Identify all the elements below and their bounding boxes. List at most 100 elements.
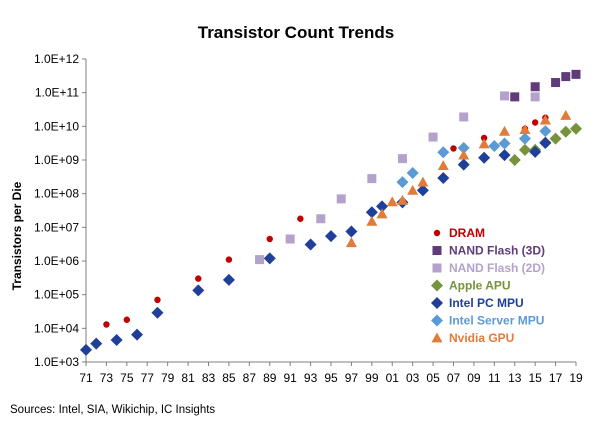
x-tick-label: 01 — [386, 371, 400, 385]
series-nand-flash-2d — [255, 91, 540, 265]
y-tick-label: 1.0E+11 — [35, 86, 79, 100]
x-tick-label: 95 — [324, 371, 338, 385]
series-nand-flash-3d — [510, 69, 581, 102]
legend-label: Intel PC MPU — [449, 296, 524, 310]
data-point — [539, 125, 552, 138]
y-tick-label: 1.0E+07 — [34, 220, 79, 234]
series-intel-pc-mpu — [80, 136, 552, 356]
data-point — [345, 237, 357, 248]
legend-marker — [431, 297, 443, 309]
series-nvidia-gpu — [345, 109, 572, 248]
data-point — [488, 140, 501, 153]
y-tick-label: 1.0E+12 — [34, 52, 79, 66]
data-point — [396, 194, 408, 205]
x-tick-label: 89 — [263, 371, 277, 385]
data-point — [386, 196, 398, 207]
data-point — [255, 255, 265, 265]
legend-marker — [431, 279, 443, 292]
y-tick-label: 1.0E+06 — [34, 254, 79, 268]
y-tick-label: 1.0E+05 — [34, 288, 79, 302]
legend-marker — [433, 229, 441, 237]
y-tick-label: 1.0E+08 — [34, 187, 79, 201]
data-point — [499, 125, 511, 136]
x-tick-label: 83 — [202, 371, 216, 385]
data-point — [559, 125, 572, 138]
data-point — [407, 184, 419, 195]
data-point — [551, 78, 561, 88]
legend: DRAM NAND Flash (3D) NAND Flash (2D) Apple … — [431, 226, 545, 345]
data-point — [498, 149, 511, 162]
data-point — [225, 256, 233, 263]
series-intel-server-mpu — [396, 125, 552, 189]
data-point — [131, 328, 144, 341]
axes — [82, 58, 577, 366]
data-point — [478, 151, 491, 164]
data-point — [396, 176, 409, 189]
data-point — [510, 92, 520, 102]
data-point — [151, 306, 164, 319]
x-tick-label: 19 — [569, 371, 583, 385]
legend-marker — [431, 314, 443, 327]
legend-label: Apple APU — [449, 279, 511, 293]
y-tick-label: 1.0E+03 — [34, 355, 79, 369]
data-point — [529, 145, 542, 158]
data-point — [518, 143, 531, 156]
data-point — [376, 200, 389, 213]
x-tick-label: 73 — [100, 371, 114, 385]
data-point — [450, 145, 457, 152]
x-tick-label: 79 — [161, 371, 175, 385]
data-point — [336, 194, 346, 204]
data-point — [417, 176, 429, 187]
data-point — [367, 174, 377, 184]
data-point — [266, 235, 273, 243]
data-point — [304, 238, 317, 251]
x-tick-label: 97 — [345, 371, 359, 385]
data-point — [297, 215, 304, 222]
data-point — [316, 214, 326, 224]
data-point — [459, 112, 469, 122]
legend-label: NAND Flash (2D) — [449, 261, 545, 275]
data-point — [192, 284, 205, 297]
data-point — [345, 225, 358, 238]
legend-label: Intel Server MPU — [449, 314, 544, 328]
data-point — [103, 321, 110, 328]
data-point — [397, 154, 407, 164]
data-points — [80, 69, 582, 356]
data-point — [518, 132, 531, 145]
data-point — [478, 138, 490, 149]
x-tick-label: 99 — [365, 371, 379, 385]
data-point — [457, 158, 470, 171]
legend-marker — [431, 332, 443, 343]
data-point — [90, 337, 103, 350]
data-point — [222, 273, 235, 286]
data-point — [437, 146, 450, 159]
chart-title: Transistor Count Trends — [198, 23, 394, 42]
data-point — [457, 141, 470, 154]
source-note: Sources: Intel, SIA, Wikichip, IC Insigh… — [10, 404, 215, 416]
data-point — [376, 208, 388, 219]
data-point — [539, 136, 552, 149]
x-tick-label: 85 — [222, 371, 236, 385]
data-point — [123, 316, 131, 323]
x-tick-label: 13 — [508, 371, 522, 385]
data-point — [531, 119, 539, 126]
data-point — [416, 184, 429, 197]
y-tick-label: 1.0E+10 — [34, 119, 79, 133]
data-point — [480, 134, 488, 142]
data-point — [80, 343, 92, 356]
x-tick-label: 05 — [426, 371, 440, 385]
x-tick-label: 07 — [447, 371, 461, 385]
data-point — [263, 252, 276, 265]
data-point — [519, 124, 531, 134]
data-point — [500, 91, 510, 101]
data-point — [539, 114, 551, 125]
legend-background — [424, 222, 584, 350]
x-tick-label: 77 — [141, 371, 155, 385]
legend-marker — [432, 246, 442, 255]
data-point — [508, 154, 521, 166]
data-point — [571, 69, 581, 79]
data-point — [560, 109, 572, 120]
data-point — [428, 132, 438, 142]
y-tick-label: 1.0E+09 — [34, 153, 79, 167]
